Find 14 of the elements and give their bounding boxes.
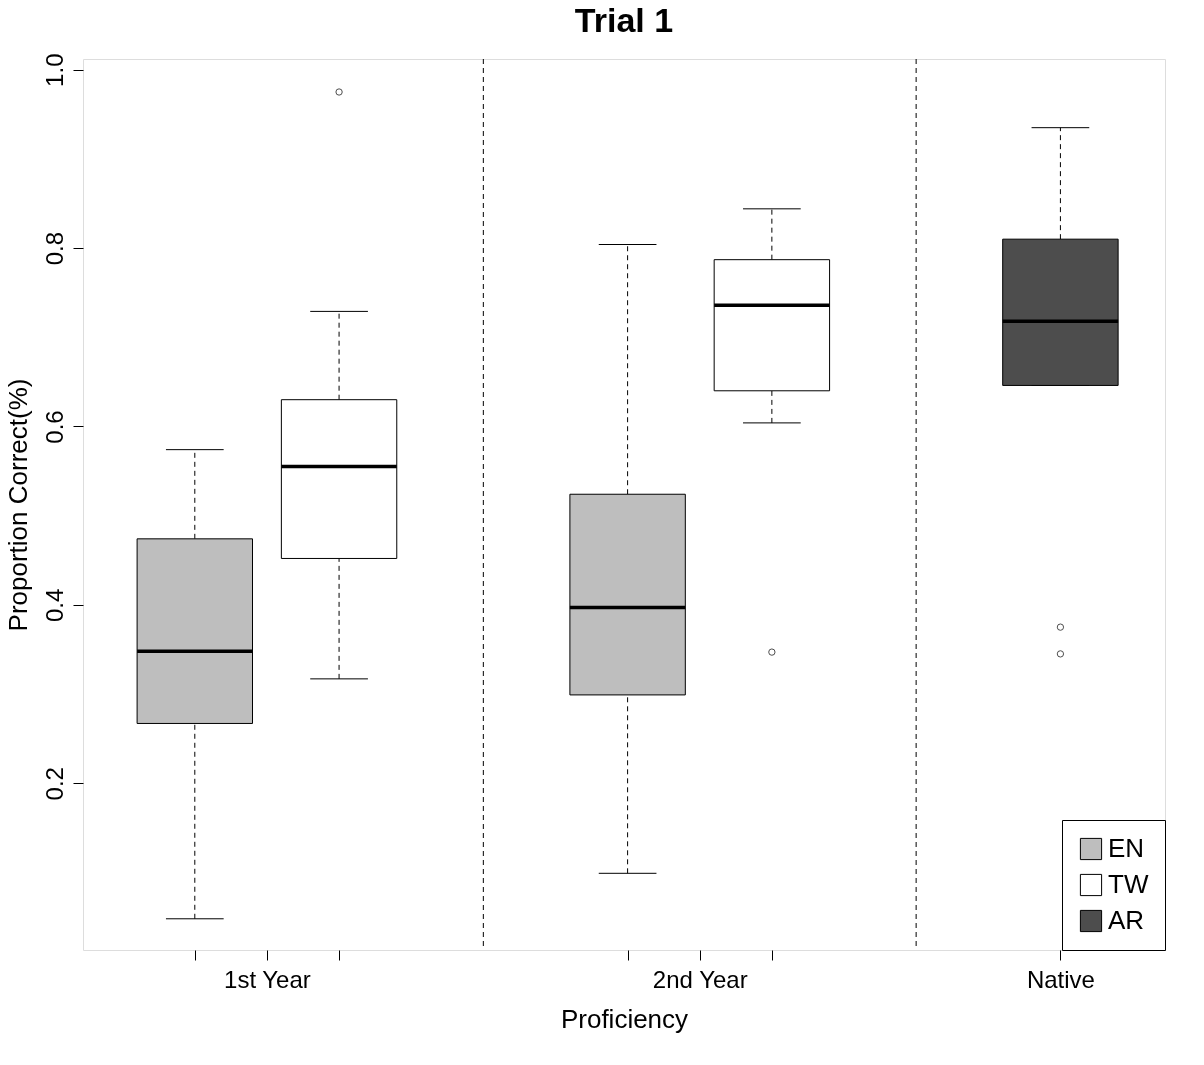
legend-label: TW xyxy=(1108,869,1149,899)
y-axis-title: Proportion Correct(%) xyxy=(2,378,33,632)
y-tick-label: 0.6 xyxy=(40,410,68,444)
legend-label: EN xyxy=(1108,833,1145,863)
x-tick-label: Native xyxy=(1026,965,1095,993)
y-tick-label: 1.0 xyxy=(40,53,68,87)
y-tick-label: 0.2 xyxy=(40,767,68,801)
y-tick-label: 0.8 xyxy=(40,231,68,266)
x-tick-label: 1st Year xyxy=(224,965,311,993)
y-tick-label: 0.4 xyxy=(40,588,68,623)
chart-title: Trial 1 xyxy=(574,1,674,40)
x-tick-label: 2nd Year xyxy=(652,965,748,993)
x-axis-title: Proficiency xyxy=(560,1003,689,1034)
legend-label: AR xyxy=(1108,905,1145,935)
